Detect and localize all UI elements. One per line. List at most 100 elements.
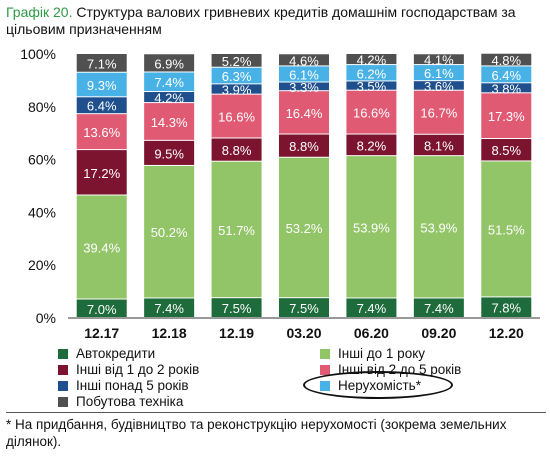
data-label: 17.2% [83, 166, 120, 181]
bar-segment-other_5y [481, 83, 532, 93]
data-label: 7.1% [87, 56, 117, 71]
data-label: 4.1% [424, 53, 454, 68]
bar-segment-auto [279, 298, 329, 317]
x-tick-label: 12.20 [489, 325, 524, 341]
data-label: 6.2% [357, 66, 387, 81]
bar-segment-realestate [211, 67, 262, 84]
data-label: 7.0% [87, 302, 117, 317]
data-label: 51.7% [218, 223, 255, 238]
bar-segment-appliances [211, 54, 262, 67]
bar-segment-auto [144, 298, 195, 317]
legend-swatch [320, 348, 330, 359]
data-label: 7.4% [357, 301, 387, 316]
bar-segment-other_2_5y [481, 93, 532, 139]
data-label: 53.9% [353, 220, 390, 235]
data-label: 6.9% [154, 56, 184, 71]
data-label: 53.9% [420, 220, 457, 235]
x-tick-label: 12.17 [84, 325, 119, 341]
bar-segment-auto [413, 298, 464, 317]
data-label: 8.1% [424, 138, 454, 153]
footnote: * На придбання, будівництво та реконстру… [6, 417, 507, 449]
data-label: 39.4% [83, 241, 120, 256]
data-label: 8.5% [491, 143, 521, 158]
bar-segment-other_2_5y [76, 114, 127, 150]
chart-number: Графік 20. [6, 4, 73, 20]
bar-segment-other_1y [76, 195, 127, 299]
data-label: 50.2% [151, 225, 188, 240]
data-label: 6.1% [289, 67, 319, 82]
chart-title-text: Структура валових гривневих кредитів дом… [6, 4, 516, 37]
bar-segment-other_1y [144, 165, 195, 298]
data-label: 6.4% [87, 99, 117, 114]
y-tick-label: 60% [28, 152, 56, 168]
bar-segment-other_2_5y [346, 90, 397, 134]
data-label: 6.4% [491, 68, 521, 83]
data-label: 4.2% [154, 91, 184, 106]
data-label: 3.5% [357, 79, 387, 94]
data-label: 5.2% [222, 54, 252, 69]
data-label: 16.6% [353, 106, 390, 121]
x-tick-label: 09.20 [421, 325, 456, 341]
bar-segment-other_2_5y [211, 94, 262, 138]
data-label: 7.4% [154, 301, 184, 316]
y-tick-label: 40% [28, 204, 56, 220]
bar-segment-appliances [76, 54, 127, 72]
data-label: 8.8% [289, 139, 319, 154]
legend-swatch [58, 396, 68, 407]
bar-segment-other_1y [279, 157, 329, 298]
legend-label: Інші від 1 до 2 років [76, 362, 200, 377]
bar-segment-other_1_2y [346, 134, 397, 156]
legend-item-other_1y: Інші до 1 року [320, 346, 425, 361]
bar-segment-other_5y [279, 82, 329, 91]
bar-segment-other_1_2y [481, 139, 532, 161]
data-label: 7.4% [424, 301, 454, 316]
bar-segment-auto [481, 297, 532, 317]
data-label: 3.9% [222, 83, 252, 98]
data-label: 4.8% [491, 53, 521, 68]
legend-label: Побутова техніка [76, 394, 184, 409]
data-label: 13.6% [83, 125, 120, 140]
y-tick-label: 20% [28, 257, 56, 273]
bar-segment-other_1y [211, 161, 262, 298]
data-label: 8.2% [357, 138, 387, 153]
legend-swatch [58, 364, 68, 375]
bar-segment-realestate [144, 72, 195, 92]
bar-segment-appliances [481, 53, 532, 66]
bar-segment-appliances [144, 54, 195, 72]
bar-segment-realestate [413, 65, 464, 81]
bar-segment-auto [346, 298, 397, 317]
legend-swatch [58, 380, 68, 391]
bar-segment-auto [211, 298, 262, 317]
bar-segment-realestate [76, 72, 127, 97]
bar-segment-appliances [346, 54, 397, 65]
data-label: 7.5% [289, 301, 319, 316]
bar-segment-realestate [346, 65, 397, 81]
data-label: 17.3% [488, 109, 525, 124]
y-tick-label: 80% [28, 99, 56, 115]
bar-segment-other_1y [346, 156, 397, 298]
bar-segment-other_1_2y [211, 138, 262, 161]
bar-segment-other_5y [346, 81, 397, 90]
data-label: 6.1% [424, 66, 454, 81]
legend-swatch [58, 348, 68, 359]
x-tick-label: 12.19 [219, 325, 254, 341]
bar-segment-appliances [413, 54, 464, 65]
legend-item-other_5y: Інші понад 5 років [58, 378, 189, 393]
legend-label: Автокредити [76, 346, 156, 361]
data-label: 16.7% [420, 106, 457, 121]
legend-swatch [320, 364, 330, 375]
bar-segment-other_5y [144, 92, 195, 103]
bar-segment-auto [76, 299, 127, 317]
data-label: 4.2% [357, 53, 387, 68]
footnote-divider [6, 412, 546, 413]
bar-segment-other_5y [211, 84, 262, 94]
bar-segment-other_1y [413, 156, 464, 298]
legend-label: Інші понад 5 років [76, 378, 189, 393]
x-tick-label: 03.20 [286, 325, 321, 341]
data-label: 3.6% [424, 79, 454, 94]
y-tick-label: 100% [20, 46, 56, 62]
bar-segment-other_1_2y [413, 134, 464, 156]
y-tick-label: 0% [36, 310, 56, 326]
bar-segment-appliances [279, 54, 329, 66]
data-label: 4.6% [289, 53, 319, 68]
